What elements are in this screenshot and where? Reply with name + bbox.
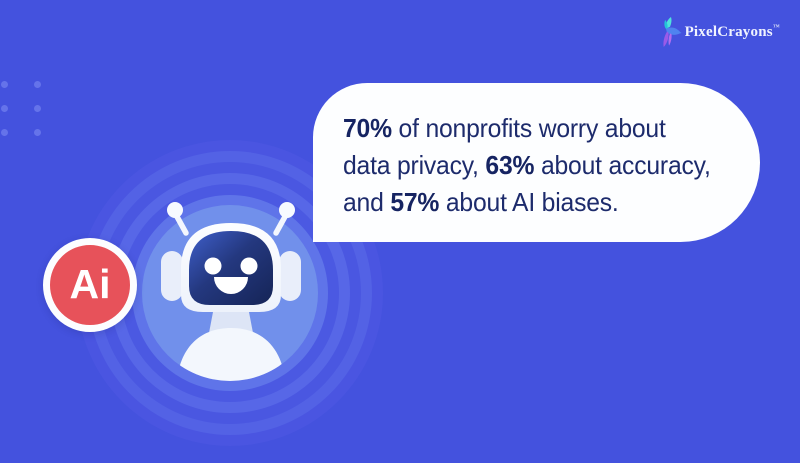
dot (34, 81, 41, 88)
robot-mascot-illustration (77, 140, 383, 446)
dot (34, 105, 41, 112)
robot-antennas-icon (167, 202, 295, 236)
brand-logo: PixelCrayons™ (658, 17, 780, 48)
hummingbird-icon (662, 17, 682, 48)
stat-line-3: and 57% about AI biases. (343, 187, 619, 217)
robot-ears (161, 251, 301, 301)
robot-face-screen (189, 231, 273, 305)
robot-body (176, 312, 286, 381)
stat-line-2: data privacy, 63% about accuracy, (343, 150, 711, 180)
dot-grid-decoration (1, 81, 41, 136)
robot-eye-left (204, 257, 222, 275)
robot-head-icon (181, 223, 281, 312)
robot-eye-right (240, 257, 258, 275)
trademark-symbol: ™ (772, 23, 780, 31)
ai-badge: Ai (43, 238, 137, 332)
dot (1, 129, 8, 136)
dot (1, 81, 8, 88)
stat-text: 70% of nonprofits worry about data priva… (343, 110, 739, 221)
robot-smile (214, 277, 248, 294)
ai-badge-label: Ai (69, 260, 111, 307)
dot (1, 105, 8, 112)
brand-name: PixelCrayons™ (684, 23, 780, 41)
stat-line-1: 70% of nonprofits worry about (343, 113, 666, 143)
stat-speech-bubble: 70% of nonprofits worry about data priva… (313, 83, 760, 242)
dot (34, 129, 41, 136)
